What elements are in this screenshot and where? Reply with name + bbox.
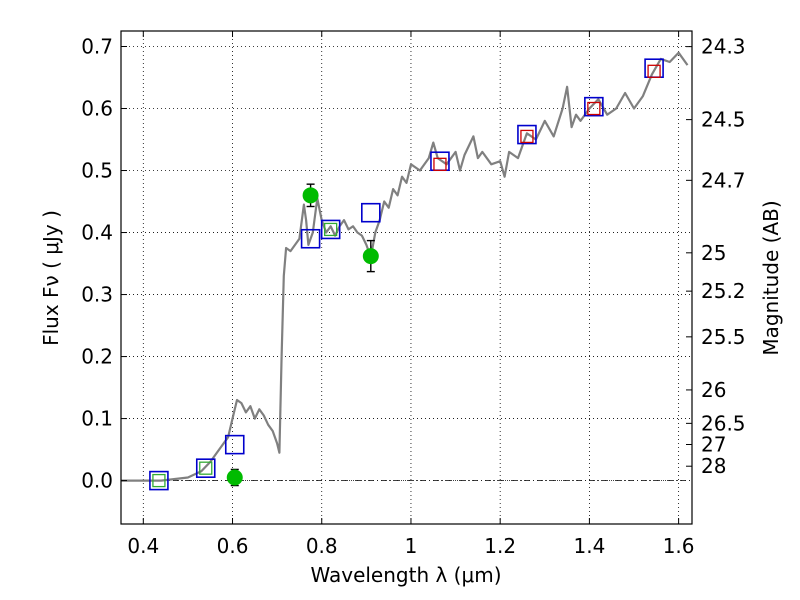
series-group: [121, 51, 689, 491]
axis-labels: Wavelength λ (μm) Flux Fν ( μJy ) Magnit…: [39, 200, 783, 587]
blue-square-marker: [300, 228, 321, 249]
grid: [121, 31, 692, 524]
right-tick-label: 26: [701, 378, 726, 402]
y-tick-label: 0.0: [81, 469, 113, 493]
right-axis-title: Magnitude (AB): [759, 200, 783, 355]
y-tick-label: 0.7: [81, 35, 113, 59]
x-tick-label: 1: [405, 534, 418, 558]
observed-point: [302, 187, 319, 204]
red-square-marker: [520, 129, 534, 144]
y-tick-label: 0.4: [81, 221, 113, 245]
ticks: 0.4 0.6 0.8 1 1.2 1.4 1.6 0.0 0.1 0.2 0.3 0.4 0.5 0.6…: [81, 31, 746, 558]
observed-point: [226, 469, 243, 486]
blue-square-marker: [195, 458, 216, 478]
x-tick-label: 0.8: [306, 534, 338, 558]
data-series: [121, 51, 689, 491]
right-tick-label: 28: [701, 454, 726, 478]
spectrum-line: [121, 51, 689, 482]
blue-square-marker: [361, 202, 381, 223]
blue-square-marker: [517, 124, 537, 145]
red-square-marker: [433, 157, 447, 171]
green-square-marker: [152, 473, 166, 488]
blue-square-marker: [584, 96, 604, 117]
x-tick-label: 1.4: [573, 534, 605, 558]
y-tick-label: 0.1: [81, 407, 113, 431]
y-tick-label: 0.3: [81, 283, 113, 307]
right-tick-label: 25.5: [701, 325, 746, 349]
x-tick-label: 0.4: [127, 534, 159, 558]
green-square-marker: [324, 222, 338, 237]
x-axis-title: Wavelength λ (μm): [310, 563, 501, 587]
right-tick-label: 25: [701, 241, 726, 265]
y-tick-label: 0.6: [81, 97, 113, 121]
y-axis-title: Flux Fν ( μJy ): [39, 210, 63, 346]
y-tick-label: 0.2: [81, 345, 113, 369]
red-square-marker: [587, 101, 601, 116]
observed-point: [362, 248, 379, 265]
red-square-marker: [647, 64, 661, 78]
x-tick-label: 1.2: [484, 534, 516, 558]
x-tick-label: 0.6: [217, 534, 249, 558]
axes: [120, 30, 693, 525]
y-tick-label: 0.5: [81, 159, 113, 183]
plot-frame: [120, 30, 693, 525]
blue-square-marker: [149, 470, 169, 491]
right-tick-label: 26.5: [701, 411, 746, 435]
right-tick-label: 24.3: [701, 35, 746, 59]
right-tick-label: 25.2: [701, 279, 746, 303]
green-square-marker: [199, 461, 213, 475]
x-tick-label: 1.6: [663, 534, 695, 558]
right-tick-label: 24.7: [701, 168, 746, 192]
blue-square-marker: [224, 434, 245, 455]
right-tick-label: 24.5: [701, 108, 746, 132]
blue-square-marker: [320, 219, 341, 240]
right-tick-label: 27: [701, 432, 726, 456]
